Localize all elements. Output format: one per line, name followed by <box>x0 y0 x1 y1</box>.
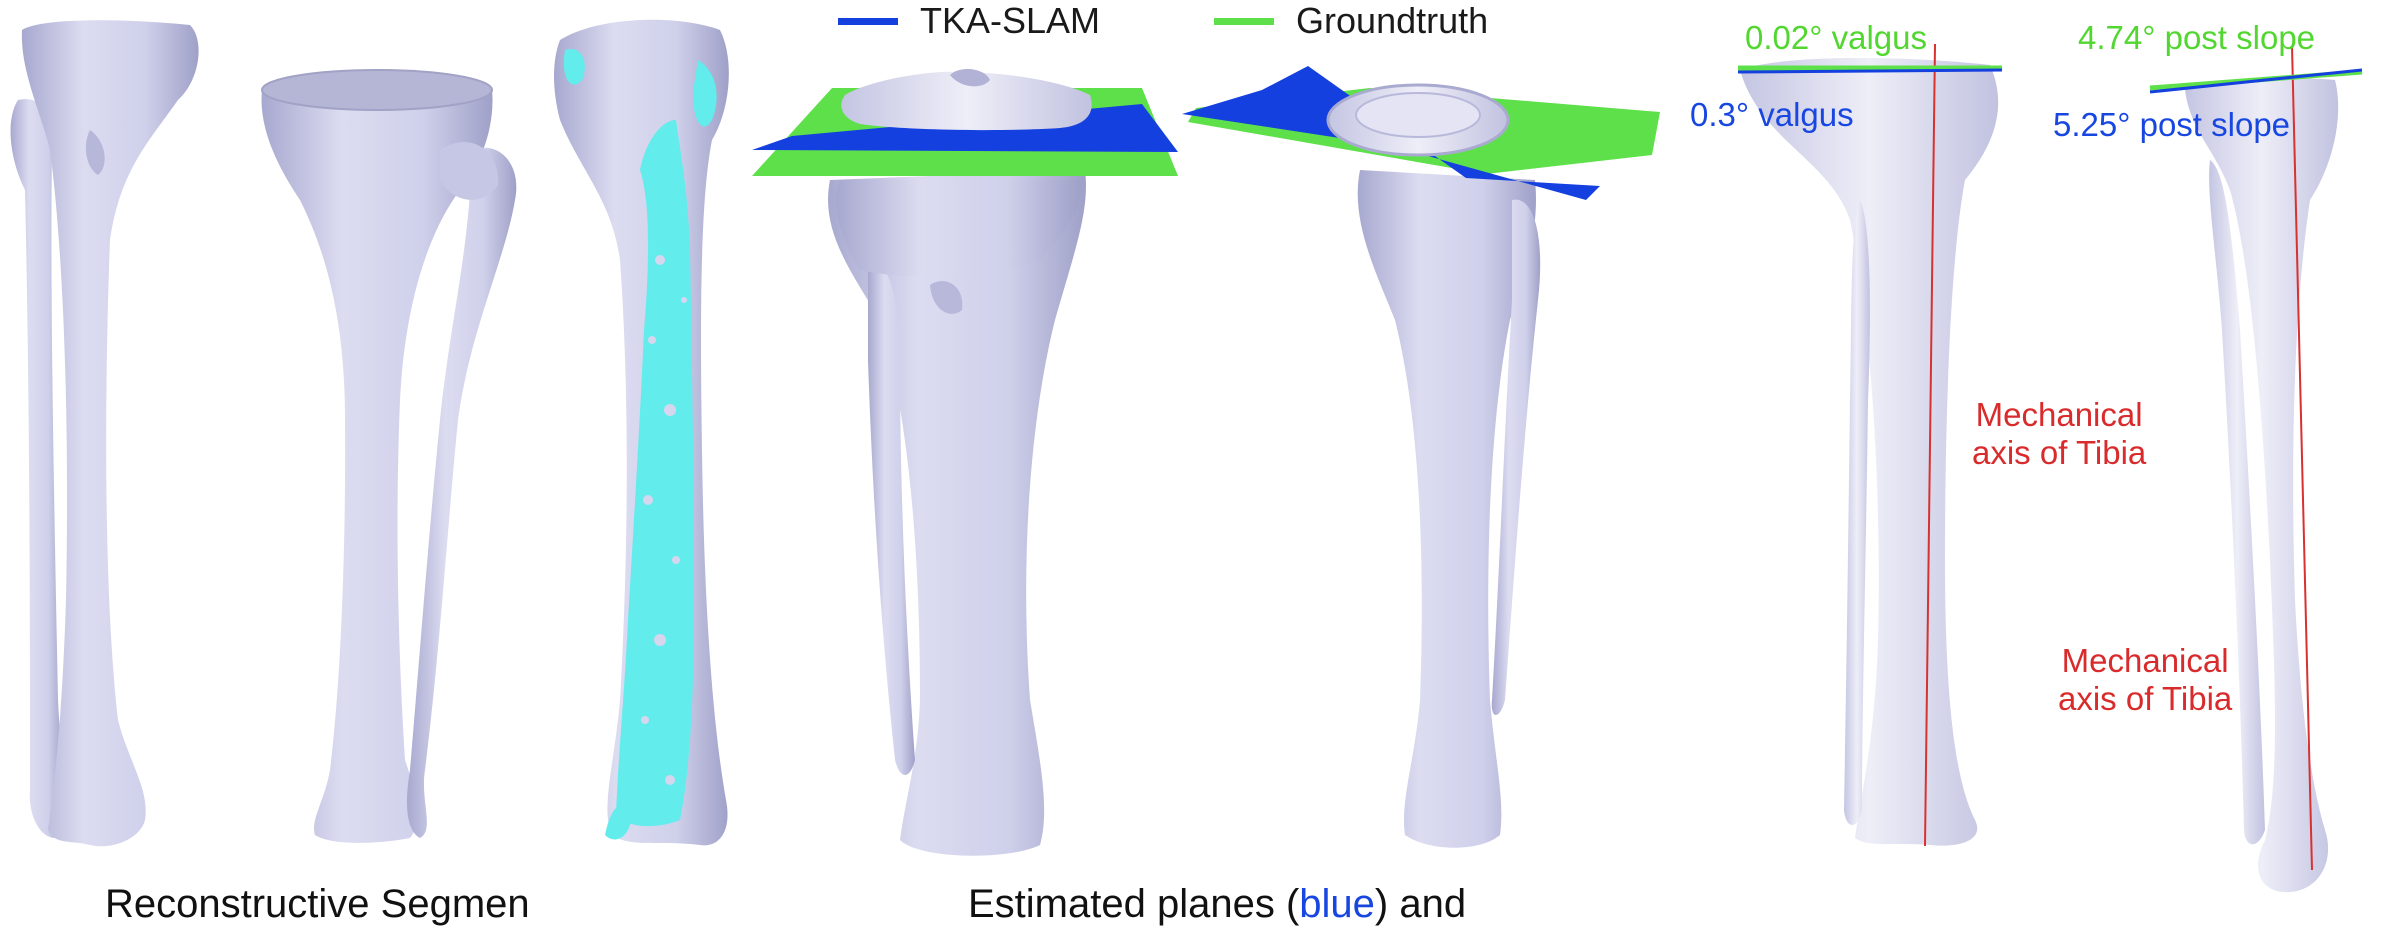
tibia-figure <box>10 19 2363 893</box>
tibia-model-planes-front <box>752 68 1178 856</box>
tka-slam-plane-oblique <box>1182 66 1660 200</box>
caption-middle-blue: blue <box>1299 882 1375 926</box>
caption-middle-prefix: Estimated planes ( <box>968 882 1300 926</box>
tibia-model-axis-lateral <box>2149 45 2363 893</box>
legend-label-groundtruth: Groundtruth <box>1296 0 1489 41</box>
caption-middle-suffix: ) and <box>1374 882 1467 926</box>
mechanical-axis-line-lateral <box>2291 45 2313 871</box>
legend: TKA-SLAM Groundtruth <box>838 0 1488 42</box>
mechanical-axis-line-anterior <box>1924 43 1936 847</box>
tibia-model-cut <box>261 69 517 843</box>
groundtruth-valgus-label: 0.02° valgus <box>1745 19 1927 56</box>
tka-slam-cut-line-anterior <box>1737 68 2003 74</box>
tka-slam-valgus-label: 0.3° valgus <box>1690 96 1854 133</box>
caption-middle: Estimated planes (blue) and <box>968 882 1466 927</box>
mechanical-axis-label-1-text: Mechanical axis of Tibia <box>1972 396 2147 471</box>
tibia-model-anterior <box>10 20 199 847</box>
tibia-model-registered <box>554 19 729 846</box>
tibia-model-axis-anterior <box>1737 43 2003 847</box>
tka-slam-cut-line-lateral <box>2149 68 2363 94</box>
legend-swatch-groundtruth <box>1214 17 1275 25</box>
mechanical-axis-label-1: Mechanical axis of Tibia <box>1972 396 2146 472</box>
legend-swatch-tka-slam <box>838 17 898 25</box>
legend-label-tka-slam: TKA-SLAM <box>920 0 1101 41</box>
caption-left: Reconstructive Segmen <box>105 882 530 926</box>
mechanical-axis-label-2: Mechanical axis of Tibia <box>2058 642 2232 718</box>
tibia-model-planes-oblique <box>1182 66 1660 848</box>
mechanical-axis-label-2-text: Mechanical axis of Tibia <box>2058 642 2233 717</box>
tka-slam-slope-label: 5.25° post slope <box>2053 106 2291 143</box>
groundtruth-slope-label: 4.74° post slope <box>2078 19 2316 56</box>
